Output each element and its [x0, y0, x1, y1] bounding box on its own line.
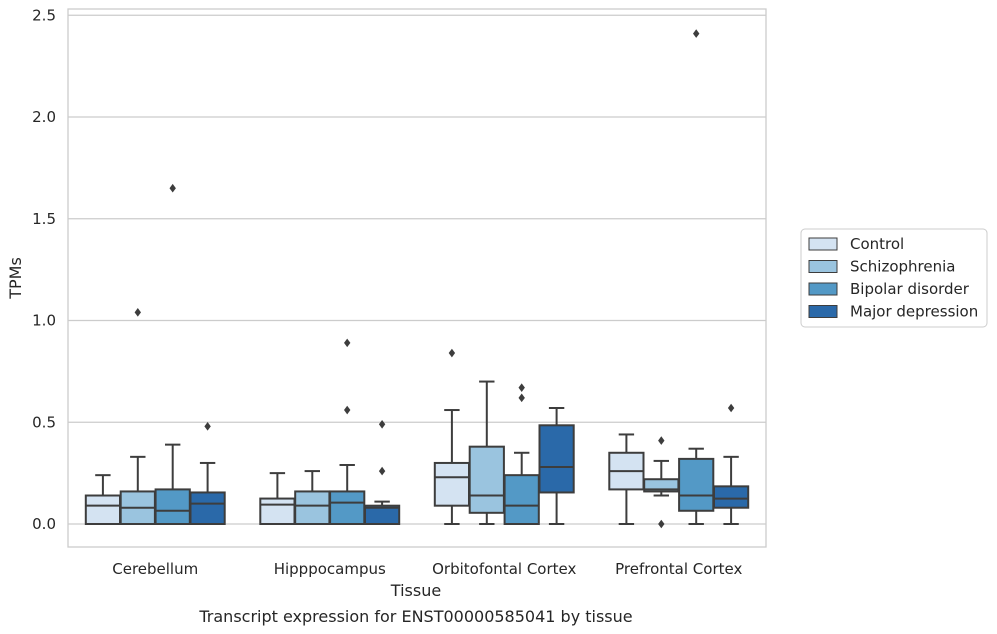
y-axis-label: TPMs: [6, 257, 25, 300]
outlier-point: [518, 393, 525, 403]
legend-swatch: [808, 305, 838, 318]
x-axis-label: Tissue: [390, 581, 441, 600]
legend: Control Schizophrenia Bipolar disorder Majo…: [800, 228, 988, 328]
outlier-point: [344, 338, 351, 348]
box-1-0: [259, 472, 296, 525]
plot-frame: [67, 8, 767, 548]
chart-caption: Transcript expression for ENST0000058504…: [198, 607, 632, 626]
y-tick-label: 0.0: [32, 515, 56, 533]
box-body: [329, 490, 366, 526]
y-axis-ticks: 0.0 0.5 1.0 1.5 2.0 2.5: [32, 6, 56, 533]
box-body: [433, 461, 471, 507]
box-body: [154, 488, 191, 525]
box-1-1: [294, 470, 331, 526]
legend-swatch: [808, 237, 838, 251]
box-0-0: [84, 474, 122, 526]
x-tick-label: Hipppocampus: [274, 560, 386, 578]
outlier-point: [727, 403, 735, 413]
outlier-point: [658, 436, 665, 445]
box-body: [678, 457, 715, 512]
box-3-3: [712, 403, 750, 525]
box-body: [259, 497, 296, 525]
box-body: [363, 504, 401, 525]
outlier-point: [518, 383, 525, 392]
legend-label: Schizophrenia: [850, 258, 955, 276]
box-2-0: [433, 348, 471, 525]
box-3-2: [678, 29, 715, 525]
y-tick-label: 1.5: [32, 210, 56, 228]
x-tick-label: Cerebellum: [112, 560, 198, 578]
box-1-2: [329, 338, 366, 526]
legend-label: Bipolar disorder: [850, 280, 970, 298]
outlier-point: [204, 422, 211, 431]
box-0-2: [154, 183, 191, 525]
outlier-point: [448, 348, 456, 358]
outlier-point: [658, 519, 665, 529]
box-body: [503, 474, 540, 526]
grid-lines: [68, 14, 766, 525]
outlier-point: [378, 419, 386, 429]
box-1-3: [363, 419, 401, 525]
y-tick-label: 2.5: [32, 6, 56, 24]
box-body: [712, 485, 750, 509]
legend-swatch: [808, 260, 838, 273]
box-0-3: [189, 422, 226, 525]
y-tick-label: 1.0: [32, 312, 56, 330]
box-0-1: [119, 308, 156, 526]
box-body: [294, 490, 331, 526]
outlier-point: [169, 183, 176, 193]
box-3-0: [608, 433, 645, 525]
y-tick-label: 2.0: [32, 108, 56, 126]
legend-swatch: [808, 282, 838, 296]
box-body: [189, 491, 226, 525]
boxes: [84, 29, 750, 529]
legend-label: Major depression: [850, 303, 978, 321]
box-body: [538, 424, 575, 494]
legend-frame: [800, 228, 988, 328]
x-tick-label: Orbitofontal Cortex: [432, 560, 576, 578]
outlier-point: [693, 29, 700, 38]
box-3-1: [643, 436, 680, 529]
legend-label: Control: [850, 235, 904, 253]
y-tick-label: 0.5: [32, 413, 56, 431]
box-2-3: [538, 407, 575, 525]
box-2-1: [468, 380, 505, 525]
x-axis-ticks: Cerebellum Hipppocampus Orbitofontal Corte…: [112, 560, 742, 578]
outlier-point: [134, 308, 141, 317]
box-body: [84, 494, 122, 526]
outlier-point: [378, 466, 386, 476]
outlier-point: [344, 405, 351, 415]
x-tick-label: Prefrontal Cortex: [615, 560, 742, 578]
box-body: [468, 445, 505, 514]
box-2-2: [503, 383, 540, 526]
